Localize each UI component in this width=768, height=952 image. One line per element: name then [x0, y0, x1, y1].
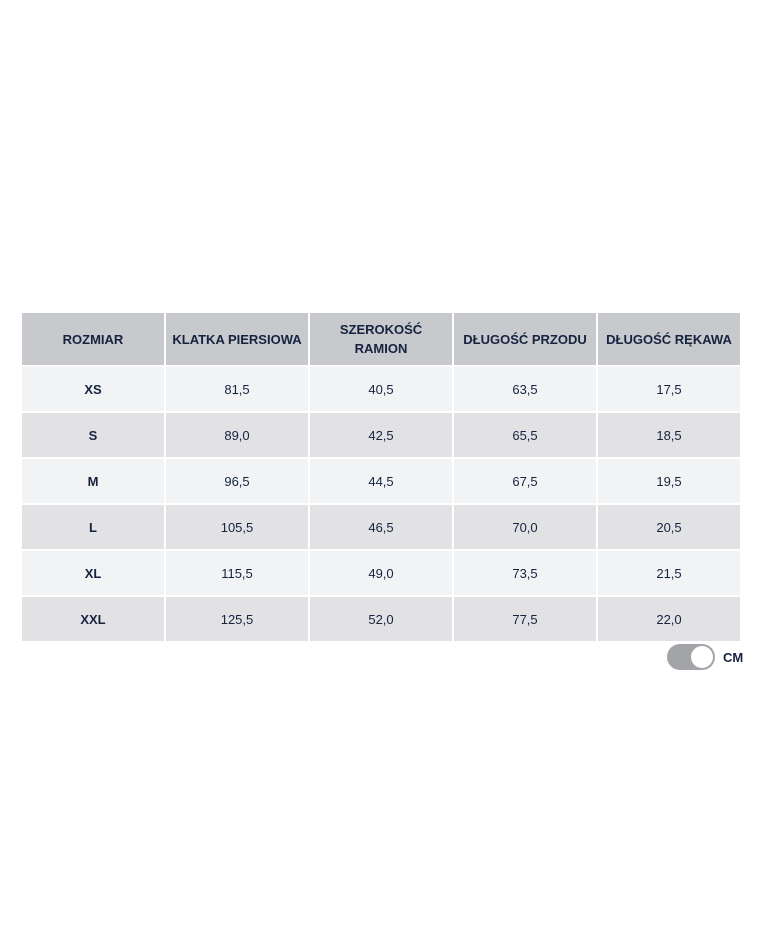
measurement-cell: 52,0	[310, 597, 452, 641]
measurement-cell: 96,5	[166, 459, 308, 503]
measurement-cell: 77,5	[454, 597, 596, 641]
measurement-cell: 20,5	[598, 505, 740, 549]
size-cell: XL	[22, 551, 164, 595]
measurement-cell: 63,5	[454, 367, 596, 411]
table-row: XL 115,5 49,0 73,5 21,5	[22, 551, 740, 595]
table-row: M 96,5 44,5 67,5 19,5	[22, 459, 740, 503]
size-cell: S	[22, 413, 164, 457]
measurement-cell: 42,5	[310, 413, 452, 457]
table-row: XXL 125,5 52,0 77,5 22,0	[22, 597, 740, 641]
header-chest: KLATKA PIERSIOWA	[166, 313, 308, 365]
measurement-cell: 115,5	[166, 551, 308, 595]
measurement-cell: 19,5	[598, 459, 740, 503]
measurement-cell: 21,5	[598, 551, 740, 595]
size-cell: XS	[22, 367, 164, 411]
measurement-cell: 81,5	[166, 367, 308, 411]
header-shoulders: SZEROKOŚĆ RAMION	[310, 313, 452, 365]
size-cell: XXL	[22, 597, 164, 641]
measurement-cell: 44,5	[310, 459, 452, 503]
measurement-cell: 105,5	[166, 505, 308, 549]
header-sleeve-length: DŁUGOŚĆ RĘKAWA	[598, 313, 740, 365]
unit-label: CM	[723, 649, 744, 665]
table-row: L 105,5 46,5 70,0 20,5	[22, 505, 740, 549]
header-row: ROZMIAR KLATKA PIERSIOWA SZEROKOŚĆ RAMIO…	[22, 313, 740, 365]
header-front-length: DŁUGOŚĆ PRZODU	[454, 313, 596, 365]
size-cell: L	[22, 505, 164, 549]
measurement-cell: 67,5	[454, 459, 596, 503]
measurement-cell: 89,0	[166, 413, 308, 457]
measurement-cell: 18,5	[598, 413, 740, 457]
header-size: ROZMIAR	[22, 313, 164, 365]
measurement-cell: 46,5	[310, 505, 452, 549]
measurement-cell: 125,5	[166, 597, 308, 641]
size-cell: M	[22, 459, 164, 503]
measurement-cell: 22,0	[598, 597, 740, 641]
measurement-cell: 73,5	[454, 551, 596, 595]
measurement-cell: 40,5	[310, 367, 452, 411]
table-row: XS 81,5 40,5 63,5 17,5	[22, 367, 740, 411]
measurement-cell: 17,5	[598, 367, 740, 411]
toggle-knob	[691, 646, 713, 668]
table-row: S 89,0 42,5 65,5 18,5	[22, 413, 740, 457]
measurement-cell: 65,5	[454, 413, 596, 457]
unit-switch: CM	[667, 644, 743, 670]
size-chart-table: ROZMIAR KLATKA PIERSIOWA SZEROKOŚĆ RAMIO…	[20, 311, 742, 643]
measurement-cell: 49,0	[310, 551, 452, 595]
unit-toggle[interactable]	[667, 644, 715, 670]
measurement-cell: 70,0	[454, 505, 596, 549]
